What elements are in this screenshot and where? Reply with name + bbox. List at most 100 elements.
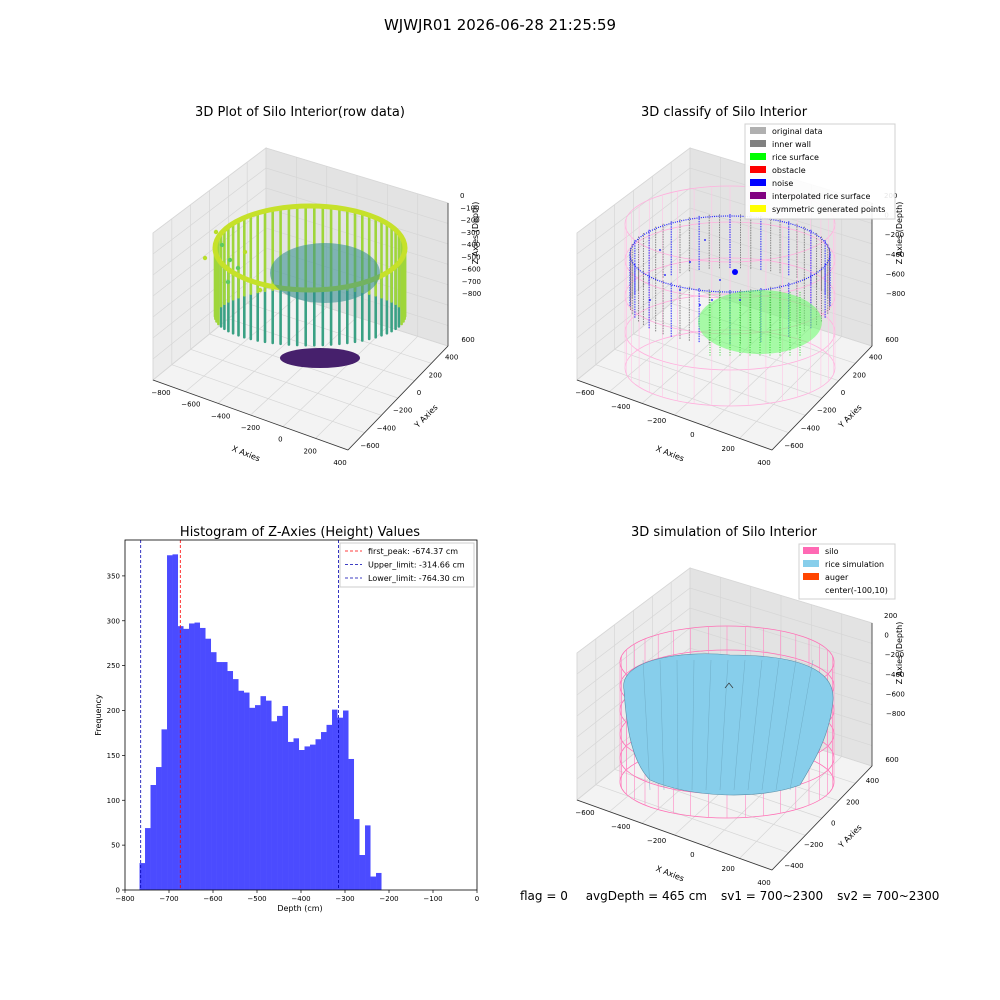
z-axis-label: Z Axies (Depth) — [895, 622, 904, 685]
x-axis-label: Depth (cm) — [277, 904, 322, 913]
tick-label: 600 — [461, 336, 474, 344]
tick-label: 200 — [303, 447, 316, 455]
legend-swatch — [750, 166, 766, 173]
rice-mesh-line — [642, 659, 651, 791]
grid-line — [152, 147, 449, 234]
status-line: flag = 0 avgDepth = 465 cm sv1 = 700~2300… — [520, 889, 953, 903]
tick-label: −700 — [462, 278, 481, 286]
histogram-bar — [145, 828, 151, 890]
simulation-legend: silo rice simulation auger center(-100,10) — [798, 543, 896, 600]
histogram-bar — [326, 724, 333, 890]
histogram-bar — [343, 710, 349, 890]
histogram-bar — [233, 679, 239, 890]
tick-label: −400 — [611, 823, 630, 831]
raw-3d-plot: −800 −600 −400 −200 0 200 400 −600 −400 −200 0 200 4… — [151, 105, 481, 467]
rice-mesh-line — [789, 659, 814, 791]
tick-label: −200 — [885, 651, 904, 659]
legend-swatch — [750, 153, 766, 160]
histogram-chart: Histogram of Z-Axies (Height) Values −800… — [94, 525, 479, 913]
raw-noise-point — [257, 287, 263, 293]
legend-swatch — [750, 205, 766, 212]
x-tick-label: −400 — [291, 895, 310, 903]
tick-label: −500 — [461, 253, 480, 261]
legend-swatch — [750, 192, 766, 199]
status-avg-depth: avgDepth = 465 cm — [585, 889, 707, 903]
histogram-bar — [277, 715, 283, 890]
y-tick-label: 0 — [116, 887, 120, 895]
histogram-bar — [244, 692, 250, 890]
tick-label: 400 — [757, 459, 770, 467]
tick-label: −200 — [393, 407, 412, 415]
histogram-bar — [310, 744, 316, 890]
histogram-bar — [376, 872, 382, 890]
y-tick-label: 100 — [107, 797, 120, 805]
histogram-bar — [293, 738, 300, 890]
tick-label: −100 — [460, 204, 479, 212]
legend-label: auger — [825, 573, 849, 582]
tick-label: 200 — [722, 865, 735, 873]
histogram-bar — [238, 690, 245, 890]
histogram-bar — [315, 739, 322, 890]
tick-label: 0 — [417, 389, 421, 397]
histogram-bar — [266, 700, 272, 890]
histogram-bar — [161, 729, 168, 890]
legend-swatch — [803, 547, 819, 554]
legend-box — [339, 542, 475, 588]
tick-label: 600 — [885, 756, 898, 764]
y-tick-label: 350 — [107, 572, 120, 580]
status-flag: flag = 0 — [520, 889, 568, 903]
legend-swatch — [803, 560, 819, 567]
histogram-bar — [178, 626, 184, 890]
histogram-bar — [172, 554, 179, 890]
tick-label: −600 — [575, 809, 594, 817]
tick-label: 0 — [690, 851, 694, 859]
noise-point — [711, 299, 713, 301]
noise-point — [664, 274, 666, 276]
noise-cluster — [732, 269, 738, 275]
legend-label: silo — [825, 547, 839, 556]
tick-label: −400 — [784, 862, 803, 870]
noise-point — [679, 289, 681, 291]
chart-title: Histogram of Z-Axies (Height) Values — [180, 525, 420, 540]
y-axis-label: Y Axies — [836, 823, 864, 851]
x-tick-label: −300 — [335, 895, 354, 903]
noise-point — [739, 299, 741, 301]
tick-label: −400 — [611, 403, 630, 411]
histogram-bar — [205, 638, 212, 890]
panel-title: 3D classify of Silo Interior — [641, 105, 808, 120]
x-tick-label: −200 — [379, 895, 398, 903]
tick-label: −600 — [886, 690, 905, 698]
histogram-bar — [156, 767, 162, 890]
legend-label: Lower_limit: -764.30 cm — [368, 574, 465, 583]
tick-label: 0 — [884, 632, 888, 640]
legend-label: symmetric generated points — [772, 205, 885, 214]
legend-label: inner wall — [772, 140, 811, 149]
x-tick-label: −800 — [115, 895, 134, 903]
tick-label: −200 — [647, 417, 666, 425]
tick-label: 0 — [278, 436, 282, 444]
panel-title: 3D simulation of Silo Interior — [631, 525, 818, 540]
histogram-bar — [216, 662, 223, 890]
x-axis-line — [152, 379, 349, 451]
tick-label: −600 — [181, 401, 200, 409]
legend-label: center(-100,10) — [825, 586, 888, 595]
tick-label: 200 — [853, 371, 866, 379]
noise-point — [689, 261, 691, 263]
tick-label: −200 — [817, 407, 836, 415]
tick-label: 0 — [831, 820, 835, 828]
raw-noise-point — [202, 255, 208, 261]
tick-label: 200 — [429, 371, 442, 379]
raw-noise-point — [235, 265, 241, 271]
tick-label: −400 — [461, 241, 480, 249]
legend-swatch — [750, 140, 766, 147]
histogram-bar — [194, 622, 201, 890]
legend-label: Upper_limit: -314.66 cm — [368, 561, 465, 570]
y-tick-label: 50 — [111, 842, 120, 850]
tick-label: 0 — [690, 431, 694, 439]
tick-label: −200 — [647, 837, 666, 845]
rice-mesh-line — [733, 659, 746, 791]
y-axis-label: Frequency — [94, 694, 103, 736]
histogram-bar — [222, 662, 228, 890]
y-tick-label: 250 — [107, 662, 120, 670]
tick-label: 400 — [757, 879, 770, 887]
